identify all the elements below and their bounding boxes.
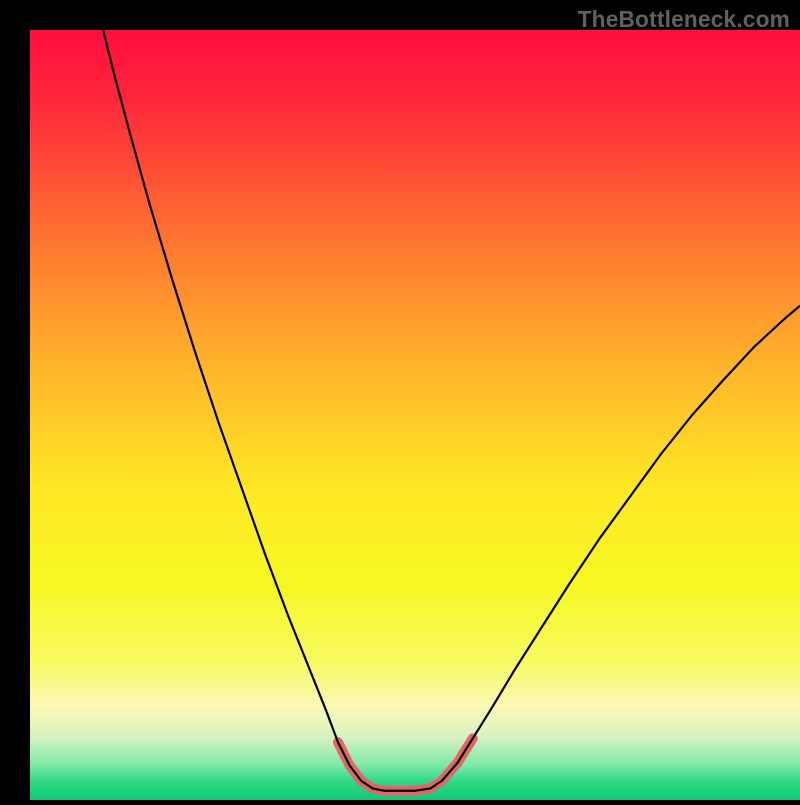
watermark-text: TheBottleneck.com: [578, 6, 790, 33]
chart-svg: [0, 0, 800, 800]
gradient-plot-area: [30, 30, 800, 800]
bottleneck-chart: [0, 0, 800, 800]
